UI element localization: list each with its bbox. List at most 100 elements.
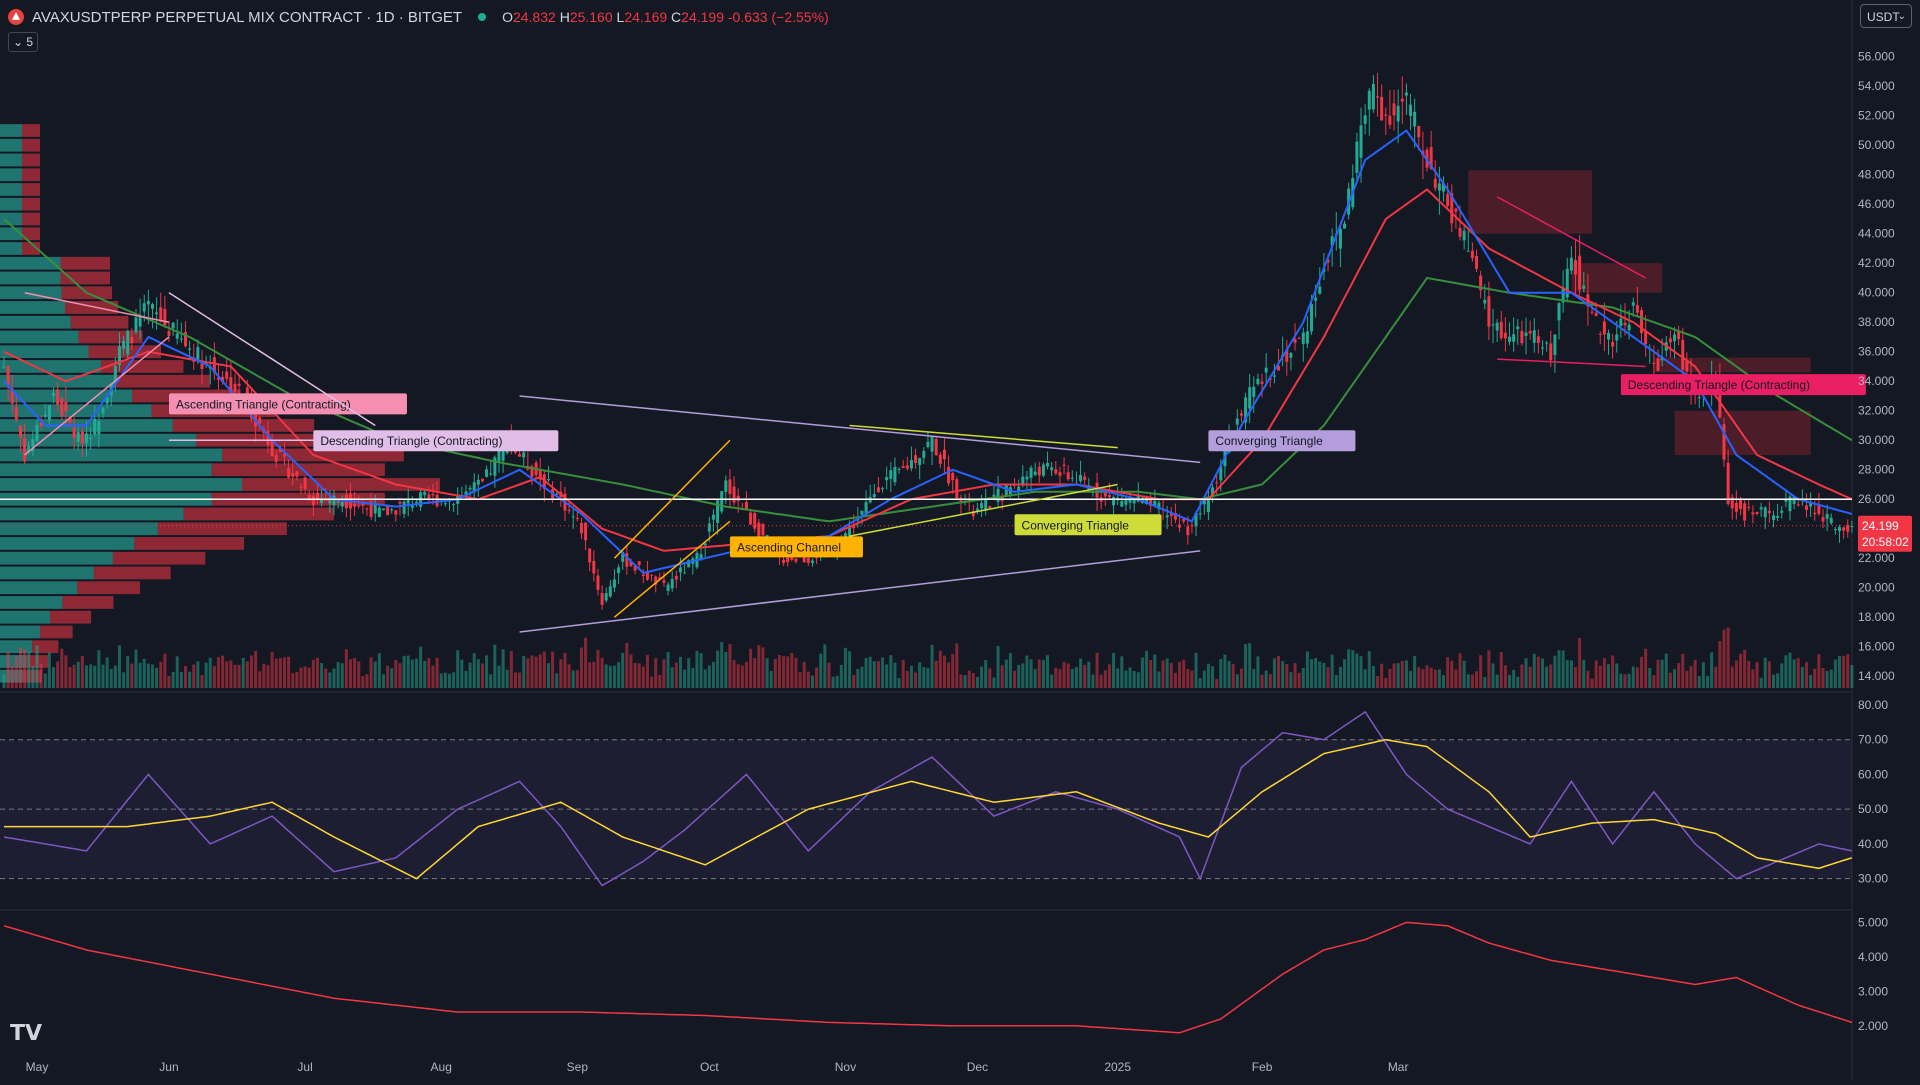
candle-body — [1103, 489, 1107, 497]
volume-bar — [728, 644, 732, 688]
tradingview-logo-icon[interactable]: 𝗧𝗩 — [10, 1020, 43, 1045]
volume-bar — [1161, 660, 1165, 688]
volume-bar — [1425, 665, 1429, 688]
volume-bar — [68, 667, 72, 688]
candle-body — [881, 488, 885, 490]
pattern-label: Converging Triangle — [1022, 518, 1130, 532]
volume-bar — [1574, 667, 1578, 688]
candle-body — [1479, 275, 1483, 291]
candle-body — [188, 348, 192, 350]
volume-bar — [365, 674, 369, 688]
candle-body — [951, 472, 955, 481]
volume-bar — [159, 661, 163, 688]
volume-bar — [625, 642, 629, 688]
volume-bar — [447, 673, 451, 688]
third-tick-label: 4.000 — [1858, 950, 1888, 964]
candle-body — [1644, 330, 1648, 345]
price-tick-label: 48.000 — [1858, 168, 1895, 182]
candle-body — [1685, 360, 1689, 372]
volume-bar — [951, 653, 955, 688]
volume-bar — [27, 652, 31, 688]
pattern-label-box — [313, 430, 559, 452]
volume-bar — [876, 660, 880, 688]
volume-bar — [761, 647, 765, 688]
volume-bar — [860, 666, 864, 688]
candle-body — [975, 508, 979, 511]
volume-bar — [1578, 638, 1582, 688]
volume-bar — [794, 657, 798, 688]
currency-select[interactable]: USDT ⌄ — [1860, 4, 1912, 28]
volume-bar — [1297, 672, 1301, 688]
volume-bar — [559, 659, 563, 688]
candle-body — [1541, 347, 1545, 349]
volume-profile-bar-down — [60, 256, 110, 270]
candle-body — [588, 548, 592, 563]
volume-bar — [31, 665, 35, 688]
candle-body — [183, 332, 187, 347]
candle-body — [134, 317, 138, 333]
candle-body — [1792, 496, 1796, 505]
candle-body — [80, 431, 84, 444]
volume-bar — [1450, 660, 1454, 688]
candle-body — [468, 487, 472, 490]
volume-bar — [1553, 655, 1557, 688]
candle-body — [914, 455, 918, 463]
volume-bar — [1198, 678, 1202, 688]
volume-bar — [1186, 669, 1190, 688]
candle-body — [221, 376, 225, 383]
volume-bar — [200, 675, 204, 688]
candle-body — [299, 486, 303, 488]
pattern-label: Descending Triangle (Contracting) — [1628, 378, 1810, 392]
volume-bar — [782, 656, 786, 688]
volume-bar — [1206, 663, 1210, 688]
candle-body — [633, 566, 637, 571]
volume-bar — [324, 668, 328, 688]
volume-bar — [934, 660, 938, 688]
zone-rect — [1653, 357, 1811, 373]
volume-profile-bar-down — [242, 478, 440, 491]
volume-profile-bar-down — [22, 227, 40, 241]
volume-bar — [414, 658, 418, 688]
symbol-title[interactable]: AVAXUSDTPERP PERPETUAL MIX CONTRACT · 1D… — [32, 8, 463, 26]
volume-bar — [1838, 655, 1842, 688]
volume-bar — [1289, 672, 1293, 688]
volume-bar — [1842, 655, 1846, 688]
candle-body — [414, 501, 418, 503]
volume-bar — [1417, 667, 1421, 688]
indicators-toggle-button[interactable]: ⌄ 5 — [8, 32, 39, 52]
candle-body — [1413, 111, 1417, 127]
candle-body — [1784, 498, 1788, 502]
volume-bar — [1013, 670, 1017, 688]
candle-body — [361, 503, 365, 506]
candle-body — [225, 371, 229, 379]
candle-body — [51, 393, 55, 396]
volume-bar — [1734, 660, 1738, 688]
volume-bar — [1508, 674, 1512, 688]
candle-body — [1495, 322, 1499, 331]
volume-bar — [1244, 644, 1248, 688]
volume-bar — [815, 667, 819, 688]
candle-body — [1264, 367, 1268, 373]
volume-bar — [584, 637, 588, 688]
volume-profile-bar-up — [0, 374, 116, 388]
candle-body — [1759, 507, 1763, 510]
volume-bar — [1520, 664, 1524, 688]
candle-body — [1153, 500, 1157, 506]
volume-bar — [1190, 670, 1194, 688]
candle-body — [666, 584, 670, 591]
candle-body — [1409, 104, 1413, 116]
candle-body — [1763, 507, 1767, 518]
volume-bar — [1499, 652, 1503, 688]
zone-rect — [1468, 170, 1593, 234]
volume-bar — [1495, 674, 1499, 688]
price-tick-label: 22.000 — [1858, 551, 1895, 565]
time-tick-label: May — [26, 1060, 49, 1074]
volume-bar — [241, 657, 245, 688]
volume-profile-bar-down — [70, 315, 129, 329]
candle-body — [1805, 505, 1809, 510]
price-tick-label: 34.000 — [1858, 374, 1895, 388]
pattern-line — [519, 550, 1201, 633]
volume-bar — [1780, 663, 1784, 688]
